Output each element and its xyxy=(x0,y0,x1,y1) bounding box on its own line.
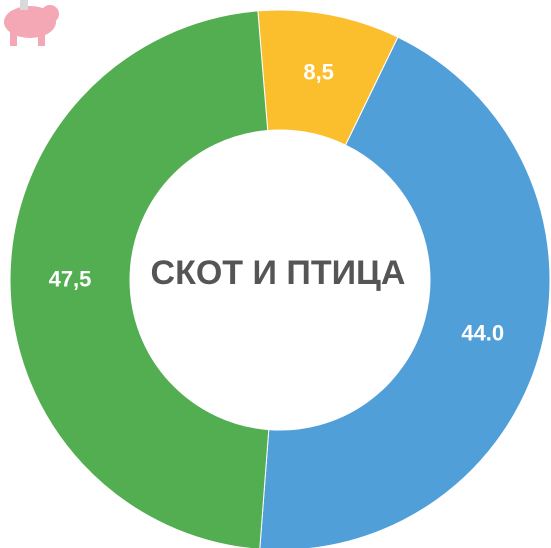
slice-label: 47,5 xyxy=(49,267,92,292)
chart-title: СКОТ И ПТИЦА xyxy=(151,254,406,292)
slice xyxy=(259,36,551,548)
slice-label: 8,5 xyxy=(303,59,334,84)
slices: 8,5 44.0 47,5 xyxy=(9,9,551,548)
slice xyxy=(9,10,270,548)
slice-label: 44.0 xyxy=(461,321,504,346)
pig-icon xyxy=(4,0,59,46)
